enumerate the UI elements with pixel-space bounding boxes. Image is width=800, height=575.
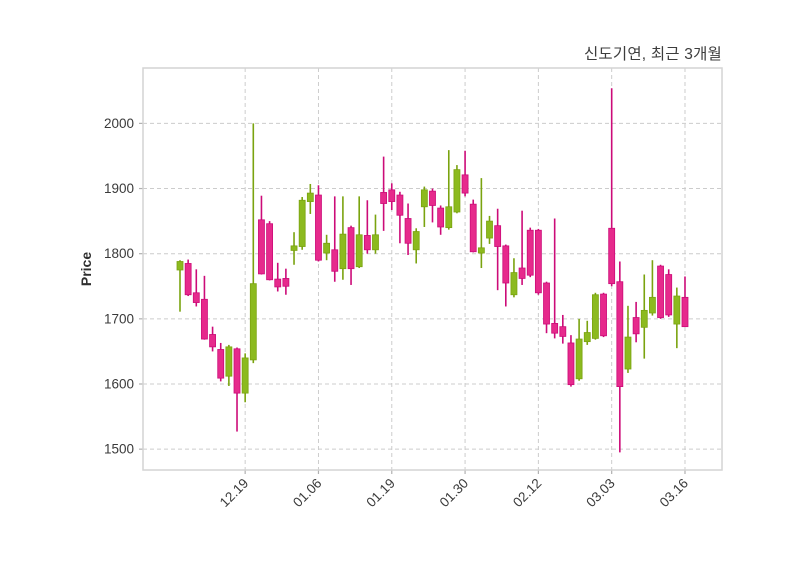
candle-body-up (649, 296, 656, 314)
candle-body-down (551, 323, 559, 334)
candle-body-down (469, 203, 477, 253)
candle-body-down (404, 218, 412, 244)
candle-body-down (534, 229, 542, 294)
y-axis-label: Price (78, 251, 94, 287)
candle-body-up (583, 332, 591, 343)
candle-body-down (600, 293, 607, 337)
candle-body-up (176, 261, 184, 271)
candle-body-down (282, 278, 290, 287)
candle-body-down (461, 174, 469, 194)
candle-body-down (616, 281, 624, 388)
candle-body-up (453, 169, 461, 213)
x-tick-label: 03.16 (657, 476, 692, 511)
candle-body-up (241, 357, 249, 394)
candle-body-down (233, 348, 241, 394)
x-tick-label: 01.30 (437, 476, 472, 511)
candle-body-up (510, 272, 518, 296)
candle-body-up (591, 294, 599, 339)
candle-body-up (323, 242, 331, 254)
candle-body-down (657, 265, 664, 318)
candle-body-down (217, 349, 225, 379)
candle-body-up (298, 199, 306, 247)
candle-body-up (225, 346, 233, 377)
candle-body-up (412, 231, 420, 251)
y-tick-label: 1600 (104, 376, 134, 391)
candle-body-down (380, 192, 388, 204)
candle-body-down (526, 229, 534, 276)
candle-body-up (372, 234, 379, 251)
candle-body-down (559, 326, 567, 337)
candle-body-down (681, 296, 689, 328)
candle-body-down (274, 278, 282, 288)
x-tick-label: 12.19 (217, 476, 252, 511)
plot-frame (142, 67, 723, 471)
candle-body-down (388, 189, 396, 202)
candle-body-up (486, 220, 493, 239)
candle-body-up (640, 309, 648, 328)
y-tick-label: 1900 (104, 181, 134, 196)
candle-body-up (355, 234, 363, 268)
candle-body-down (192, 292, 200, 303)
candle-body-down (347, 227, 355, 270)
candle-body-up (339, 233, 347, 270)
candle-body-down (518, 267, 526, 279)
y-tick-label: 1500 (104, 442, 134, 457)
x-tick-label: 01.19 (363, 476, 398, 511)
x-tick-label: 03.03 (583, 476, 618, 511)
candle-body-down (363, 235, 371, 251)
candle-body-down (315, 194, 322, 261)
candle-body-up (477, 247, 485, 254)
candle-body-up (575, 338, 583, 380)
candle-body-up (249, 283, 257, 361)
candle-body-down (429, 190, 436, 206)
candle-body-up (420, 189, 428, 208)
candle-body-down (437, 207, 445, 228)
y-tick-label: 1800 (104, 246, 134, 261)
candle-body-up (445, 206, 453, 229)
y-tick-label: 2000 (104, 116, 134, 131)
candle-body-down (502, 245, 510, 284)
candle-body-up (290, 245, 298, 251)
candle-body-up (306, 192, 314, 202)
candle-body-down (632, 317, 640, 335)
candle-body-down (201, 298, 208, 340)
candle-body-down (608, 227, 616, 285)
candle-body-down (665, 274, 673, 316)
y-tick-label: 1700 (104, 311, 134, 326)
candle-body-up (673, 295, 681, 325)
candle-body-down (258, 219, 265, 275)
chart-title: 신도기연, 최근 3개월 (583, 46, 722, 63)
candle-body-up (624, 336, 632, 370)
candle-body-down (396, 194, 404, 216)
candle-body-down (266, 223, 273, 281)
candle-body-down (331, 249, 339, 272)
candle-body-down (543, 282, 550, 325)
candle-body-down (494, 225, 502, 247)
candle-body-down (184, 263, 192, 296)
candle-body-down (567, 342, 575, 386)
x-tick-label: 01.06 (290, 476, 325, 511)
candle-body-down (209, 334, 216, 348)
x-tick-label: 02.12 (510, 476, 545, 511)
